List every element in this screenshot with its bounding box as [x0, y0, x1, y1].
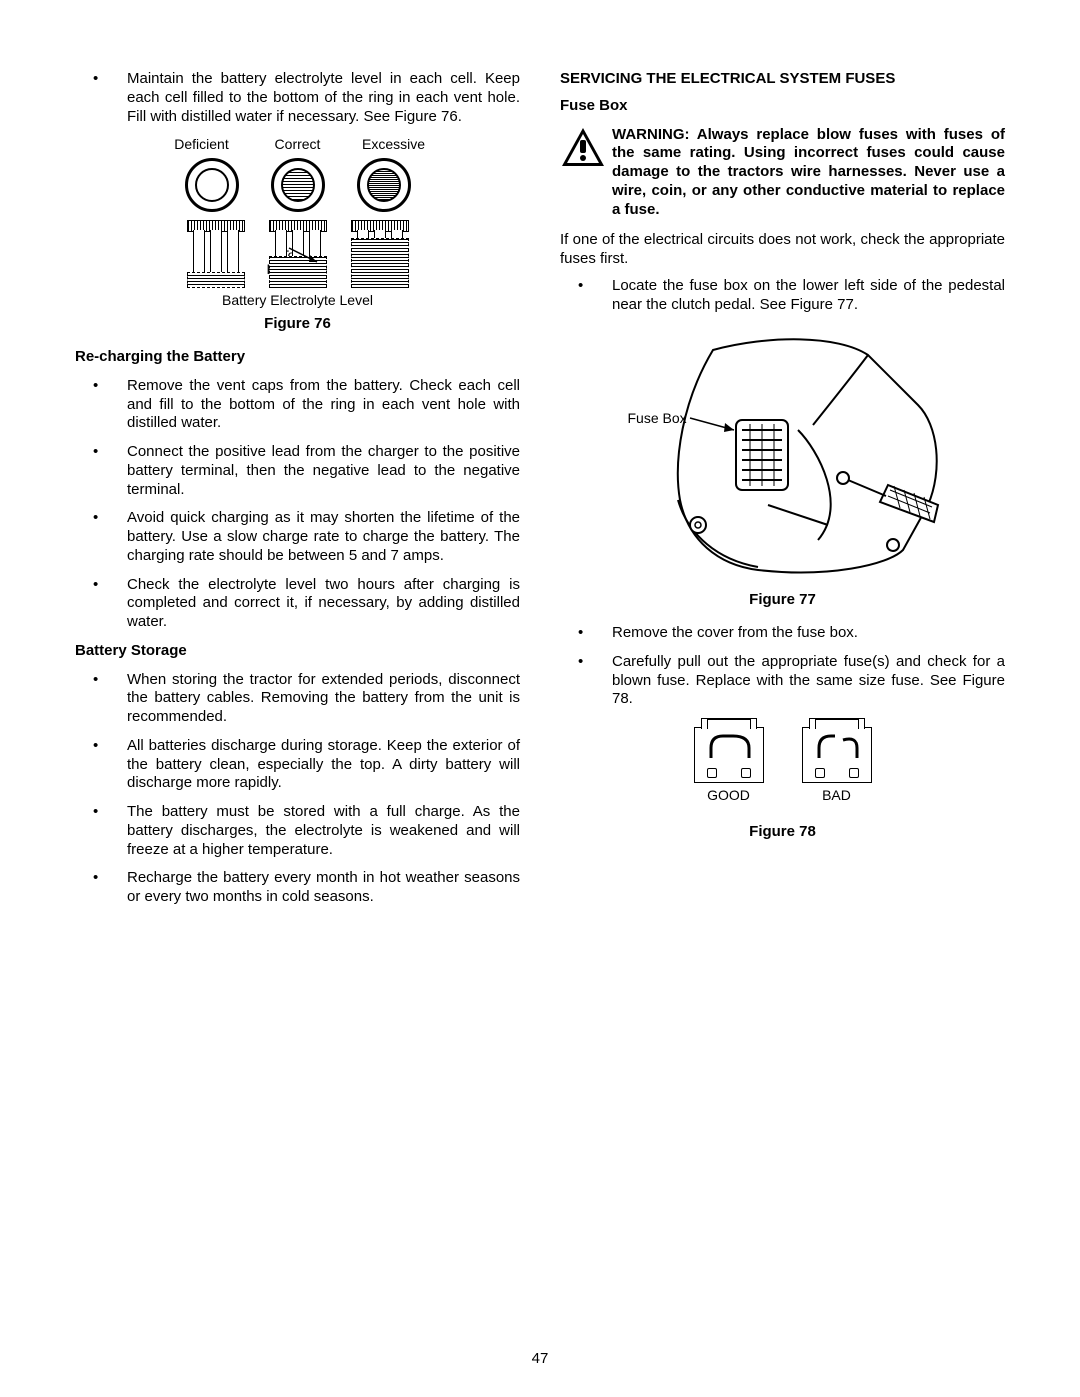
- cell-deficient-icon: [187, 220, 245, 288]
- recharge-heading: Re-charging the Battery: [75, 348, 520, 367]
- bullet-text: Remove the cover from the fuse box.: [612, 624, 1005, 643]
- fuse-bad-label: BAD: [822, 787, 851, 805]
- fig76-subcaption: Battery Electrolyte Level: [222, 292, 373, 310]
- bullet-text: The battery must be stored with a full c…: [127, 803, 520, 859]
- bullet-item: •Check the electrolyte level two hours a…: [75, 576, 520, 632]
- bullet-item: •Connect the positive lead from the char…: [75, 443, 520, 499]
- bullet-dot: •: [75, 576, 127, 632]
- bullet-dot: •: [560, 653, 612, 709]
- bullet-item: •Recharge the battery every month in hot…: [75, 869, 520, 907]
- fig77-fusebox-label: Fuse Box: [628, 410, 687, 428]
- bullet-text: Maintain the battery electrolyte level i…: [127, 70, 520, 126]
- fig76-label-correct: Correct: [263, 136, 333, 154]
- fusebox-heading: Fuse Box: [560, 97, 1005, 116]
- circle-deficient-icon: [185, 158, 239, 212]
- bullet-dot: •: [560, 624, 612, 643]
- left-column: • Maintain the battery electrolyte level…: [75, 70, 520, 1350]
- fuse-good-label: GOOD: [707, 787, 750, 805]
- bullet-dot: •: [75, 737, 127, 793]
- bullet-text: All batteries discharge during storage. …: [127, 737, 520, 793]
- right-column: SERVICING THE ELECTRICAL SYSTEM FUSES Fu…: [560, 70, 1005, 1350]
- circle-excessive-icon: [357, 158, 411, 212]
- bullet-text: Carefully pull out the appropriate fuse(…: [612, 653, 1005, 709]
- fig76-label-excessive: Excessive: [359, 136, 429, 154]
- bullet-dot: •: [75, 443, 127, 499]
- bullet-dot: •: [75, 869, 127, 907]
- bullet-text: Avoid quick charging as it may shorten t…: [127, 509, 520, 565]
- bullet-item: •Remove the cover from the fuse box.: [560, 624, 1005, 643]
- bullet-item: •Avoid quick charging as it may shorten …: [75, 509, 520, 565]
- fig77-caption: Figure 77: [560, 591, 1005, 610]
- bullet-item: •Remove the vent caps from the battery. …: [75, 377, 520, 433]
- arrow-icon: [287, 242, 327, 272]
- figure-78: GOOD BAD: [560, 727, 1005, 805]
- bullet-text: Connect the positive lead from the charg…: [127, 443, 520, 499]
- fig76-label-deficient: Deficient: [167, 136, 237, 154]
- fuse-good-icon: GOOD: [694, 727, 764, 805]
- bullet-item: • Maintain the battery electrolyte level…: [75, 70, 520, 126]
- fig76-caption: Figure 76: [75, 315, 520, 334]
- cell-excessive-icon: [351, 220, 409, 288]
- storage-heading: Battery Storage: [75, 642, 520, 661]
- warning-text: WARNING: Always replace blow fuses with …: [612, 126, 1005, 220]
- bullet-text: Remove the vent caps from the battery. C…: [127, 377, 520, 433]
- figure-77: Fuse Box: [618, 330, 948, 585]
- fig78-caption: Figure 78: [560, 823, 1005, 842]
- bullet-dot: •: [75, 803, 127, 859]
- fuse-bad-icon: BAD: [802, 727, 872, 805]
- bullet-dot: •: [75, 70, 127, 126]
- circle-correct-icon: [271, 158, 325, 212]
- figure-76: Deficient Correct Excessive To Ring: [153, 136, 443, 309]
- warning-block: WARNING: Always replace blow fuses with …: [560, 126, 1005, 220]
- bullet-text: When storing the tractor for extended pe…: [127, 671, 520, 727]
- bullet-item: •Carefully pull out the appropriate fuse…: [560, 653, 1005, 709]
- bullet-text: Check the electrolyte level two hours af…: [127, 576, 520, 632]
- bullet-item: •When storing the tractor for extended p…: [75, 671, 520, 727]
- bullet-item: •The battery must be stored with a full …: [75, 803, 520, 859]
- bullet-item: • Locate the fuse box on the lower left …: [560, 277, 1005, 315]
- bullet-dot: •: [75, 671, 127, 727]
- tractor-pedestal-icon: [618, 330, 948, 585]
- bullet-dot: •: [75, 509, 127, 565]
- bullet-dot: •: [560, 277, 612, 315]
- bullet-dot: •: [75, 377, 127, 433]
- servicing-heading: SERVICING THE ELECTRICAL SYSTEM FUSES: [560, 70, 1005, 89]
- warning-icon: [560, 126, 612, 220]
- bullet-text: Locate the fuse box on the lower left si…: [612, 277, 1005, 315]
- bullet-text: Recharge the battery every month in hot …: [127, 869, 520, 907]
- para-circuits: If one of the electrical circuits does n…: [560, 231, 1005, 269]
- page-number: 47: [75, 1350, 1005, 1367]
- bullet-item: •All batteries discharge during storage.…: [75, 737, 520, 793]
